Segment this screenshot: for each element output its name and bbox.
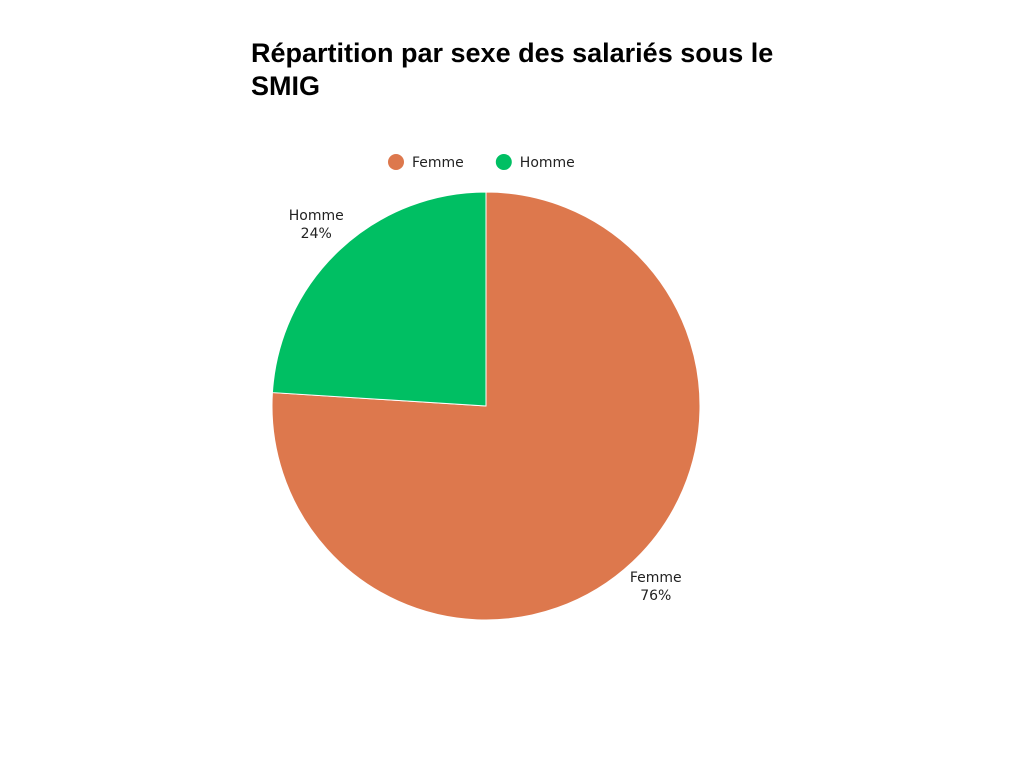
legend-marker xyxy=(388,154,404,170)
legend-marker xyxy=(495,154,512,170)
data-label-category: Femme xyxy=(630,570,682,586)
data-label: Femme 76% xyxy=(630,570,682,604)
data-label-value: 76% xyxy=(640,588,671,604)
legend-label: Homme xyxy=(520,155,575,171)
data-label-value: 24% xyxy=(301,226,332,242)
legend-label: Femme xyxy=(412,155,464,171)
pie-slice xyxy=(271,191,701,621)
pie-slice xyxy=(271,191,487,407)
data-label: Homme 24% xyxy=(289,208,344,242)
data-label-category: Homme xyxy=(289,208,344,224)
chart-title: Répartition par sexe des salariés sous l… xyxy=(251,38,774,101)
